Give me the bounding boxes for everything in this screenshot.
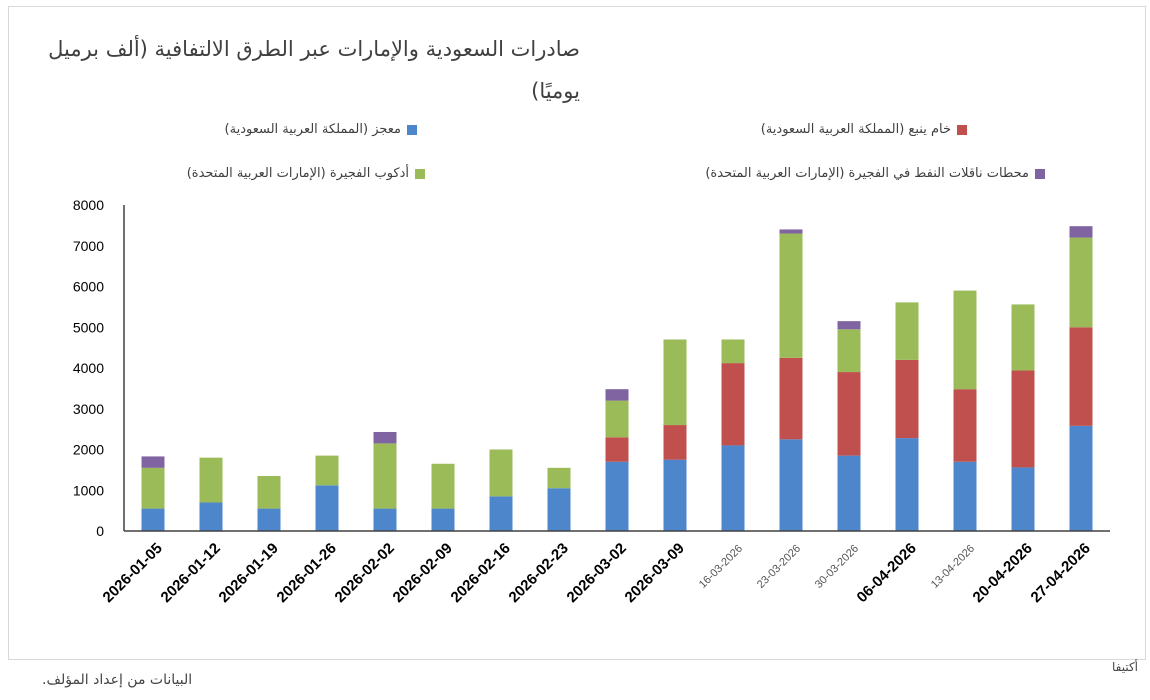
bar-segment: [547, 467, 571, 489]
x-tick-label: 06-04-2026: [854, 540, 920, 606]
bar-segment: [779, 233, 803, 358]
bar-segment: [315, 485, 339, 531]
legend-label: أدكوب الفجيرة (الإمارات العربية المتحدة): [186, 166, 409, 181]
x-tick-label: 2026-02-02: [332, 540, 398, 606]
bar-segment: [605, 389, 629, 401]
x-axis: 2026-01-052026-01-122026-01-192026-01-26…: [100, 530, 1110, 606]
bar-segment: [605, 461, 629, 531]
bar-segment: [605, 437, 629, 462]
bar-segment: [315, 455, 339, 486]
bar-segment: [837, 455, 861, 531]
bar-segment: [489, 449, 513, 497]
bar-segment: [373, 431, 397, 444]
x-tick-label: 2026-01-19: [216, 540, 282, 606]
x-tick-label: 2026-01-26: [274, 540, 340, 606]
y-tick-label: 3000: [73, 401, 104, 417]
x-tick-label: 16-03-2026: [697, 543, 745, 591]
y-tick-label: 5000: [73, 319, 104, 335]
x-tick-label: 2026-02-16: [448, 540, 514, 606]
x-tick-label: 2026-03-09: [622, 540, 688, 606]
bar-segment: [663, 459, 687, 531]
bar-segment: [779, 357, 803, 440]
legend-item-yanbu: خام ينبع (المملكة العربية السعودية): [761, 122, 967, 137]
bar-segment: [721, 339, 745, 364]
x-tick-label: 2026-03-02: [564, 540, 630, 606]
bar-segment: [1069, 226, 1093, 238]
legend-label: خام ينبع (المملكة العربية السعودية): [760, 122, 951, 137]
chart-title: صادرات السعودية والإمارات عبر الطرق الال…: [48, 37, 580, 103]
x-tick-label: 20-04-2026: [970, 540, 1036, 606]
bar-segment: [779, 439, 803, 531]
x-tick-label: 2026-02-09: [390, 540, 456, 606]
bar-segment: [1069, 237, 1093, 328]
y-tick-label: 6000: [73, 279, 104, 295]
x-tick-label: 23-03-2026: [755, 543, 803, 591]
x-tick-label: 27-04-2026: [1028, 540, 1094, 606]
bars: [141, 226, 1093, 531]
bar-segment: [953, 290, 977, 390]
x-tick-label: 2026-02-23: [506, 540, 572, 606]
bar-segment: [837, 372, 861, 456]
legend-item-fujairah-terminals: محطات ناقلات النفط في الفجيرة (الإمارات …: [705, 166, 1045, 181]
bar-segment: [605, 400, 629, 438]
x-tick-label: 30-03-2026: [813, 543, 861, 591]
y-tick-label: 1000: [73, 482, 104, 498]
brand-label: أكتيفا: [1112, 660, 1139, 674]
bar-segment: [779, 229, 803, 234]
x-tick-label: 13-04-2026: [929, 543, 977, 591]
y-tick-label: 4000: [73, 360, 104, 376]
bar-segment: [373, 443, 397, 509]
legend-item-adcop: أدكوب الفجيرة (الإمارات العربية المتحدة): [187, 166, 425, 181]
y-axis: 0 1000 2000 3000 4000 5000 6000 7000 8000: [73, 197, 125, 539]
bar-segment: [663, 425, 687, 460]
bar-segment: [1011, 370, 1035, 468]
bar-segment: [837, 329, 861, 373]
bar-segment: [1069, 327, 1093, 426]
y-tick-label: 7000: [73, 238, 104, 254]
y-tick-label: 8000: [73, 197, 104, 213]
bar-segment: [837, 321, 861, 330]
legend-swatch-red: [957, 124, 967, 135]
legend-swatch-green: [415, 168, 425, 179]
bar-segment: [257, 475, 281, 509]
bar-segment: [1011, 304, 1035, 371]
legend-item-muajjiz: معجز (المملكة العربية السعودية): [225, 122, 417, 137]
bar-segment: [953, 389, 977, 462]
bar-segment: [1069, 425, 1093, 531]
bar-segment: [895, 359, 919, 439]
bar-segment: [547, 488, 571, 531]
x-tick-label: 2026-01-12: [158, 540, 224, 606]
bar-segment: [199, 502, 223, 531]
y-tick-label: 0: [96, 523, 104, 539]
x-tick-label: 2026-01-05: [100, 540, 166, 606]
bar-segment: [141, 508, 165, 531]
bar-segment: [199, 457, 223, 503]
bar-segment: [721, 363, 745, 446]
bar-segment: [721, 445, 745, 531]
legend-swatch-purple: [1035, 168, 1045, 179]
stacked-bar-chart: 0 1000 2000 3000 4000 5000 6000 7000 8000 2026-0…: [73, 197, 1110, 606]
legend-label: محطات ناقلات النفط في الفجيرة (الإمارات …: [705, 166, 1029, 181]
bar-segment: [663, 339, 687, 426]
bar-segment: [953, 461, 977, 531]
bar-segment: [141, 456, 165, 468]
source-note: البيانات من إعداد المؤلف.: [42, 672, 193, 688]
bar-segment: [431, 463, 455, 509]
legend-label: معجز (المملكة العربية السعودية): [224, 122, 401, 137]
bar-segment: [895, 438, 919, 531]
y-tick-label: 2000: [73, 442, 104, 458]
bar-segment: [257, 508, 281, 531]
bar-segment: [141, 467, 165, 509]
bar-segment: [373, 508, 397, 531]
bar-segment: [895, 302, 919, 360]
bar-segment: [1011, 467, 1035, 531]
legend-swatch-blue: [407, 124, 417, 135]
bar-segment: [489, 496, 513, 531]
bar-segment: [431, 508, 455, 531]
